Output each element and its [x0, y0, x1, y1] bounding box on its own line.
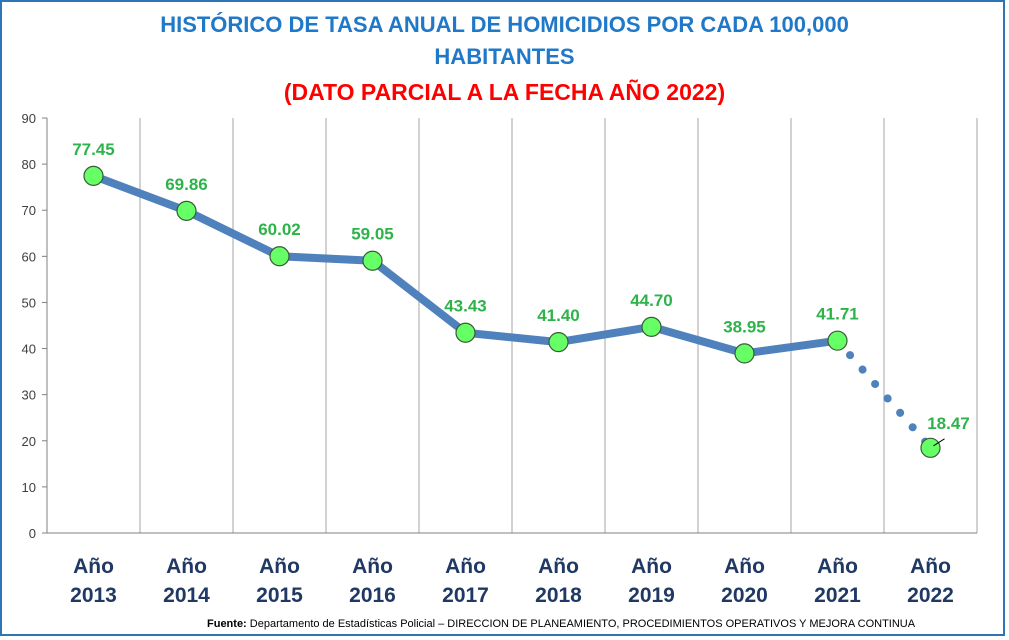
category-label: Año — [817, 555, 858, 578]
chart-title-line1: HISTÓRICO DE TASA ANUAL DE HOMICIDIOS PO… — [160, 12, 849, 37]
category-label: 2016 — [349, 584, 396, 607]
footer-text: Departamento de Estadísticas Policial – … — [246, 618, 916, 630]
data-point — [362, 250, 383, 271]
y-tick-label: 60 — [22, 249, 36, 264]
category-label: 2018 — [535, 584, 582, 607]
category-label: 2015 — [256, 584, 303, 607]
data-point — [269, 246, 290, 267]
y-tick-label: 90 — [22, 111, 36, 126]
category-label: Año — [631, 555, 672, 578]
footer-label: Fuente: — [207, 618, 247, 630]
category-label: 2022 — [907, 584, 954, 607]
y-tick-label: 20 — [22, 434, 36, 449]
category-label: 2014 — [163, 584, 210, 607]
data-label: 38.95 — [723, 317, 766, 336]
chart-footer: Fuente: Departamento de Estadísticas Pol… — [207, 618, 915, 630]
y-tick-label: 10 — [22, 480, 36, 495]
y-tick-label: 30 — [22, 388, 36, 403]
data-point — [734, 343, 755, 364]
data-label: 59.05 — [351, 225, 394, 244]
category-label: Año — [724, 555, 765, 578]
category-label: 2021 — [814, 584, 861, 607]
leader-line — [933, 438, 945, 447]
data-label: 60.02 — [258, 220, 301, 239]
series-line-partial — [833, 336, 935, 452]
data-point — [641, 316, 662, 337]
data-point — [83, 165, 104, 186]
data-label: 41.71 — [816, 305, 859, 324]
y-tick-label: 0 — [29, 526, 36, 541]
category-label: 2013 — [70, 584, 117, 607]
data-point — [920, 437, 941, 458]
data-label: 77.45 — [72, 140, 115, 159]
data-label: 44.70 — [630, 291, 673, 310]
data-label: 18.47 — [927, 414, 970, 433]
category-label: 2020 — [721, 584, 768, 607]
data-point — [455, 322, 476, 343]
data-label: 43.43 — [444, 297, 487, 316]
data-point — [548, 332, 569, 353]
category-label: Año — [166, 555, 207, 578]
chart-subtitle: (DATO PARCIAL A LA FECHA AÑO 2022) — [283, 79, 726, 105]
y-tick-label: 70 — [22, 203, 36, 218]
category-label: Año — [445, 555, 486, 578]
y-tick-label: 80 — [22, 157, 36, 172]
category-label: 2019 — [628, 584, 675, 607]
y-tick-label: 40 — [22, 342, 36, 357]
y-tick-label: 50 — [22, 295, 36, 310]
category-label: Año — [910, 555, 951, 578]
category-label: Año — [259, 555, 300, 578]
category-label: Año — [538, 555, 579, 578]
category-label: Año — [352, 555, 393, 578]
data-label: 69.86 — [165, 175, 208, 194]
data-label: 41.40 — [537, 306, 580, 325]
data-point — [827, 330, 848, 351]
category-label: Año — [73, 555, 114, 578]
category-label: 2017 — [442, 584, 489, 607]
data-point — [176, 200, 197, 221]
chart-title-line2: HABITANTES — [434, 44, 575, 69]
